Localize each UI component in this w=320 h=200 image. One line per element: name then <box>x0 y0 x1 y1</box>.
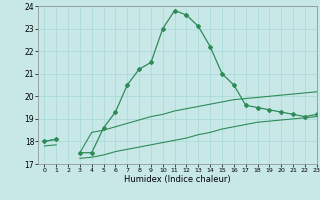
X-axis label: Humidex (Indice chaleur): Humidex (Indice chaleur) <box>124 175 231 184</box>
